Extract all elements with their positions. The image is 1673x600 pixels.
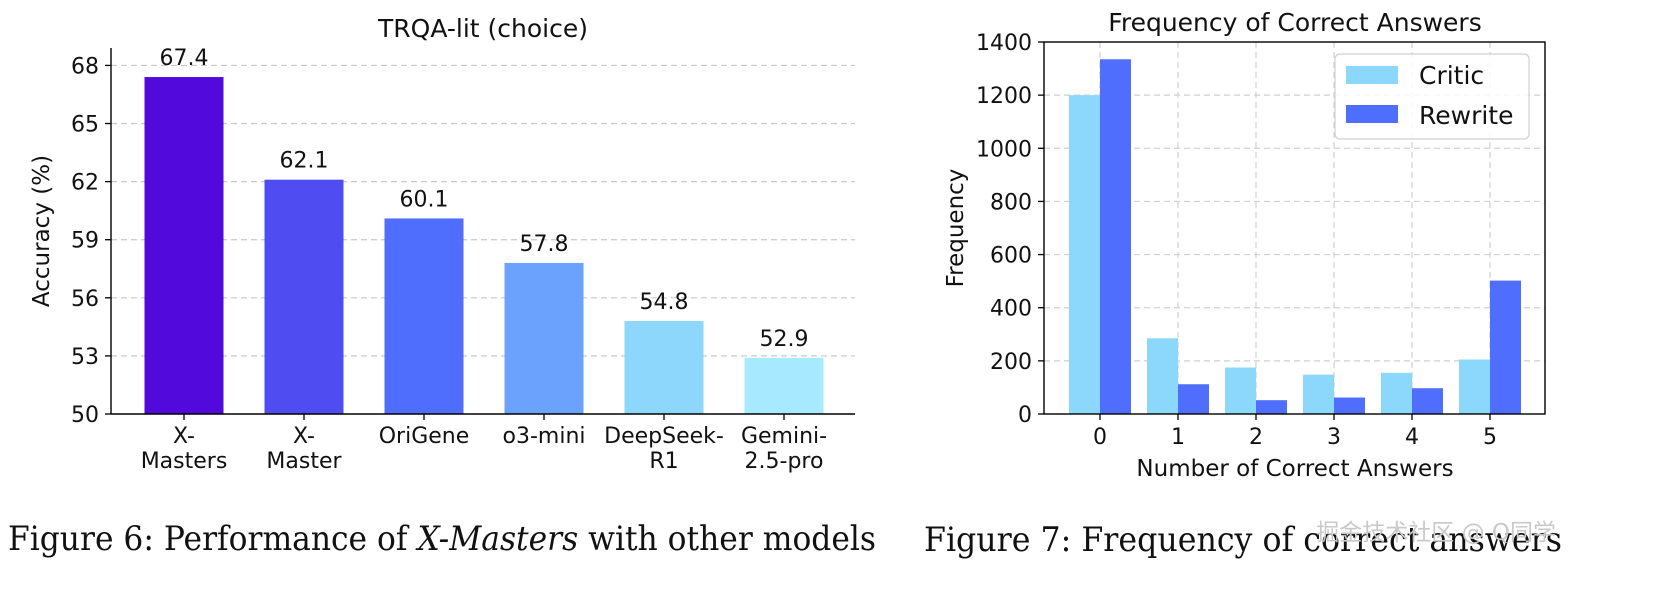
y-axis-label: Accuracy (%) [29,155,55,307]
bar [144,77,224,415]
bar-rewrite [1334,397,1365,414]
bar-value-labels: 67.4 62.1 60.1 57.8 54.8 52.9 [160,46,809,352]
x-tick-label: o3-mini [503,424,586,449]
bars [144,77,824,415]
x-tick-label: DeepSeek- [604,424,724,449]
bar-critic [1381,372,1412,414]
frequency-bar-chart: Frequency of Correct Answers 0 200 400 600 8… [943,8,1546,482]
y-tick-labels: 0 200 400 600 800 1000 1200 1400 [976,31,1044,428]
legend-label-critic: Critic [1419,61,1484,90]
y-tick-label: 62 [71,171,99,196]
figure-7-caption: Figure 7: Frequency of correct answers [924,520,1562,560]
bar-critic [1069,95,1100,415]
y-tick-label: 50 [71,403,99,428]
bar [744,357,824,414]
bar-value-label: 60.1 [400,187,449,212]
x-tick-label: 3 [1327,425,1341,450]
x-tick-label: X- [173,424,195,449]
x-tick-label: 4 [1405,425,1419,450]
y-tick-label: 1000 [976,137,1032,162]
bar [624,321,704,414]
bar-critic [1147,338,1178,414]
accuracy-bar-chart: TRQA-lit (choice) 67.4 62.1 60.1 57.8 54.8 52… [29,14,855,474]
legend-swatch-critic [1346,66,1398,84]
chart-title: TRQA-lit (choice) [377,14,588,43]
y-axis-label: Frequency [943,169,969,288]
x-tick-label: 5 [1483,425,1497,450]
x-tick-label: 1 [1171,425,1185,450]
y-tick-label: 200 [990,350,1032,375]
x-tick-label: OriGene [379,424,470,449]
y-tick-label: 56 [71,287,99,312]
y-tick-label: 0 [1018,403,1032,428]
x-tick-label: 2.5-pro [745,449,824,474]
bar-value-label: 62.1 [280,149,329,174]
bar-value-label: 54.8 [640,290,689,315]
y-tick-label: 53 [71,345,99,370]
x-tick-label: Master [266,449,342,474]
y-tick-label: 68 [71,54,99,79]
x-tick-label: R1 [649,449,678,474]
y-tick-label: 1400 [976,31,1032,56]
bar-rewrite [1412,388,1443,414]
bar-critic [1303,374,1334,414]
chart-title: Frequency of Correct Answers [1108,8,1481,37]
x-tick-label: 2 [1249,425,1263,450]
y-tick-label: 800 [990,190,1032,215]
bar-rewrite [1490,280,1521,414]
y-tick-label: 600 [990,244,1032,269]
bar-rewrite [1178,384,1209,414]
x-tick-labels: 0 1 2 3 4 5 [1093,414,1497,450]
bar-value-label: 57.8 [520,232,569,257]
plot-frame [1043,41,1546,415]
y-tick-label: 1200 [976,84,1032,109]
y-gridlines [111,64,855,357]
x-tick-label: 0 [1093,425,1107,450]
y-tick-label: 400 [990,297,1032,322]
x-tick-label: Gemini- [741,424,827,449]
figure-6-caption: Figure 6: Performance of X-Masters with … [8,519,876,559]
legend: Critic Rewrite [1334,53,1530,140]
x-tick-label: Masters [141,449,228,474]
bar [504,262,584,414]
y-tick-labels: 50 53 56 59 62 65 68 [71,54,111,428]
bars [1069,59,1521,415]
bar [384,218,464,414]
bar-value-label: 67.4 [160,46,209,71]
bar-rewrite [1100,59,1131,415]
y-tick-label: 65 [71,113,99,138]
bar-value-label: 52.9 [760,327,809,352]
bar [264,179,344,414]
x-axis-label: Number of Correct Answers [1136,456,1453,482]
bar-critic [1225,367,1256,414]
legend-label-rewrite: Rewrite [1419,101,1513,130]
bar-critic [1459,359,1490,414]
legend-swatch-rewrite [1346,105,1398,123]
bar-rewrite [1256,400,1287,414]
y-tick-label: 59 [71,229,99,254]
watermark: 掘金技术社区 @ Q同学 [1316,520,1556,546]
x-tick-label: X- [293,424,315,449]
